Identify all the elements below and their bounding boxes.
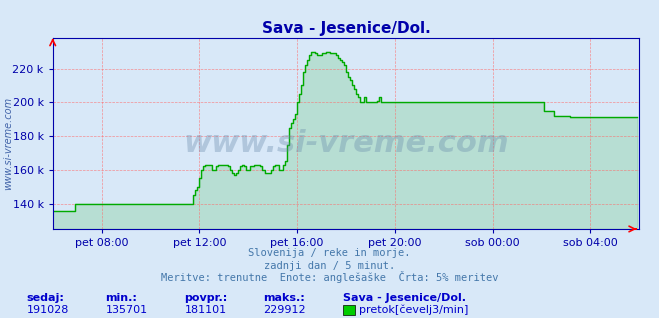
Text: www.si-vreme.com: www.si-vreme.com xyxy=(183,128,509,158)
Title: Sava - Jesenice/Dol.: Sava - Jesenice/Dol. xyxy=(262,21,430,36)
Text: sedaj:: sedaj: xyxy=(26,293,64,302)
Text: www.si-vreme.com: www.si-vreme.com xyxy=(3,97,13,190)
Text: pretok[čevelj3/min]: pretok[čevelj3/min] xyxy=(359,305,469,315)
Text: Sava - Jesenice/Dol.: Sava - Jesenice/Dol. xyxy=(343,293,466,302)
Text: 191028: 191028 xyxy=(26,305,69,315)
Text: 181101: 181101 xyxy=(185,305,227,315)
Text: povpr.:: povpr.: xyxy=(185,293,228,302)
Text: zadnji dan / 5 minut.: zadnji dan / 5 minut. xyxy=(264,261,395,271)
Text: maks.:: maks.: xyxy=(264,293,305,302)
Text: min.:: min.: xyxy=(105,293,137,302)
Text: 229912: 229912 xyxy=(264,305,306,315)
Text: Slovenija / reke in morje.: Slovenija / reke in morje. xyxy=(248,248,411,258)
Text: 135701: 135701 xyxy=(105,305,148,315)
Text: Meritve: trenutne  Enote: anglešaške  Črta: 5% meritev: Meritve: trenutne Enote: anglešaške Črta… xyxy=(161,272,498,283)
